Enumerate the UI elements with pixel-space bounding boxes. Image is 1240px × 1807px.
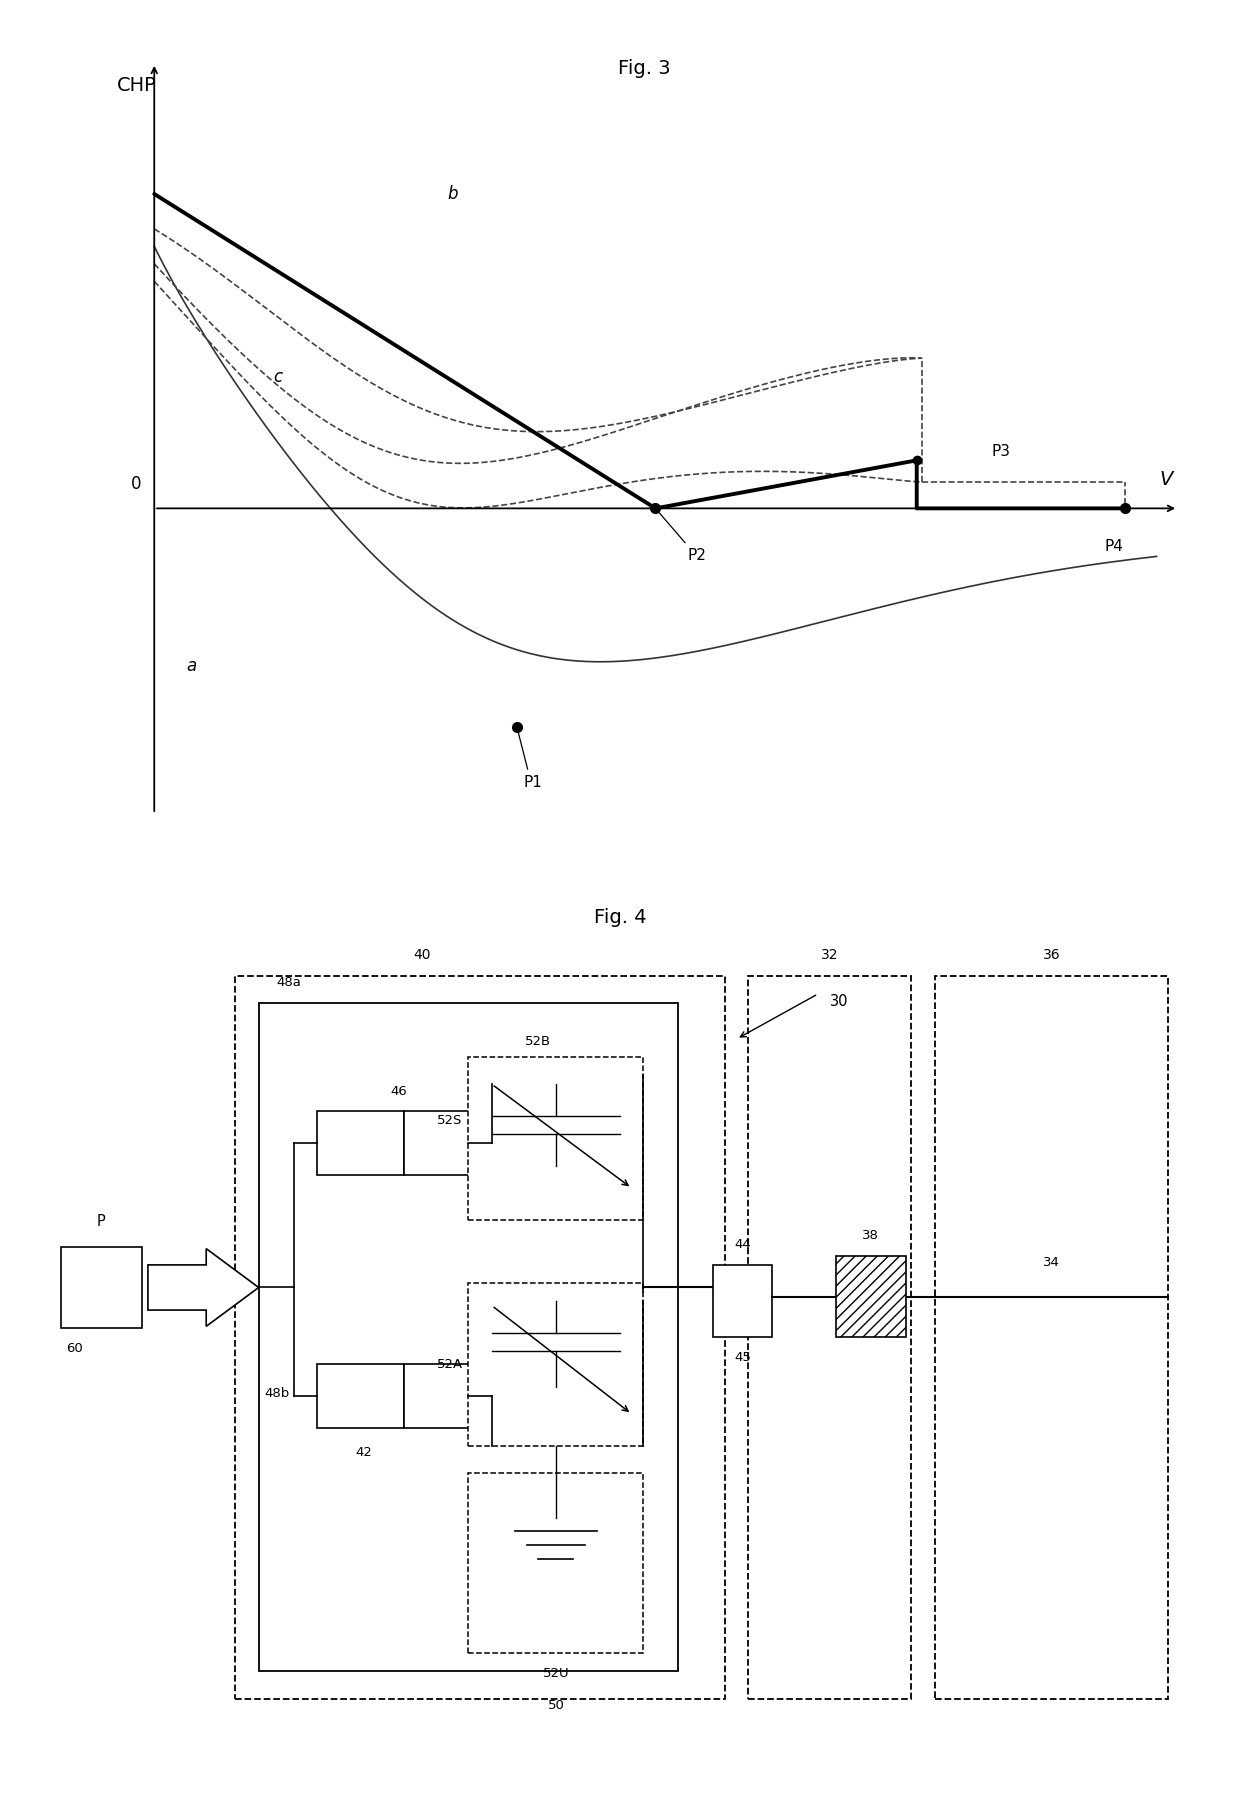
Text: b: b xyxy=(448,184,458,202)
Bar xyxy=(935,976,1168,1699)
Text: 36: 36 xyxy=(1043,949,1060,961)
Text: V: V xyxy=(1159,470,1173,490)
Bar xyxy=(748,976,911,1699)
Text: 52S: 52S xyxy=(438,1113,463,1128)
Bar xyxy=(317,1111,404,1175)
Text: 44: 44 xyxy=(734,1238,750,1250)
Text: Fig. 4: Fig. 4 xyxy=(594,907,646,927)
Bar xyxy=(259,1003,678,1671)
Text: 40: 40 xyxy=(413,949,430,961)
Text: CHP: CHP xyxy=(117,76,156,96)
Text: 52U: 52U xyxy=(543,1666,569,1681)
Text: P: P xyxy=(97,1214,105,1229)
Text: P2: P2 xyxy=(657,510,707,562)
Bar xyxy=(469,1057,644,1220)
Text: 50: 50 xyxy=(547,1699,564,1713)
Text: 52A: 52A xyxy=(436,1357,463,1372)
Text: P4: P4 xyxy=(1105,538,1123,555)
Text: 38: 38 xyxy=(862,1229,879,1243)
Text: 0: 0 xyxy=(131,475,141,493)
Text: 32: 32 xyxy=(821,949,838,961)
Text: 34: 34 xyxy=(1043,1256,1060,1269)
Bar xyxy=(836,1256,905,1337)
Text: 48b: 48b xyxy=(264,1388,290,1400)
Text: 30: 30 xyxy=(830,994,848,1008)
Text: 42: 42 xyxy=(355,1446,372,1458)
Text: Fig. 3: Fig. 3 xyxy=(619,58,671,78)
Text: P3: P3 xyxy=(992,445,1011,459)
Text: 60: 60 xyxy=(66,1341,83,1355)
Bar xyxy=(469,1283,644,1446)
Bar xyxy=(317,1364,404,1428)
Bar xyxy=(404,1364,492,1428)
Text: 52B: 52B xyxy=(526,1035,552,1048)
Bar xyxy=(469,1473,644,1653)
Bar xyxy=(61,1247,143,1328)
Bar xyxy=(404,1111,492,1175)
Text: a: a xyxy=(186,656,196,674)
Text: 45: 45 xyxy=(734,1352,751,1364)
Text: 48a: 48a xyxy=(277,976,301,990)
Text: c: c xyxy=(273,369,283,387)
Bar xyxy=(236,976,725,1699)
Text: 46: 46 xyxy=(391,1084,407,1097)
Text: P1: P1 xyxy=(517,730,542,790)
Bar xyxy=(713,1265,771,1337)
Polygon shape xyxy=(148,1249,259,1326)
